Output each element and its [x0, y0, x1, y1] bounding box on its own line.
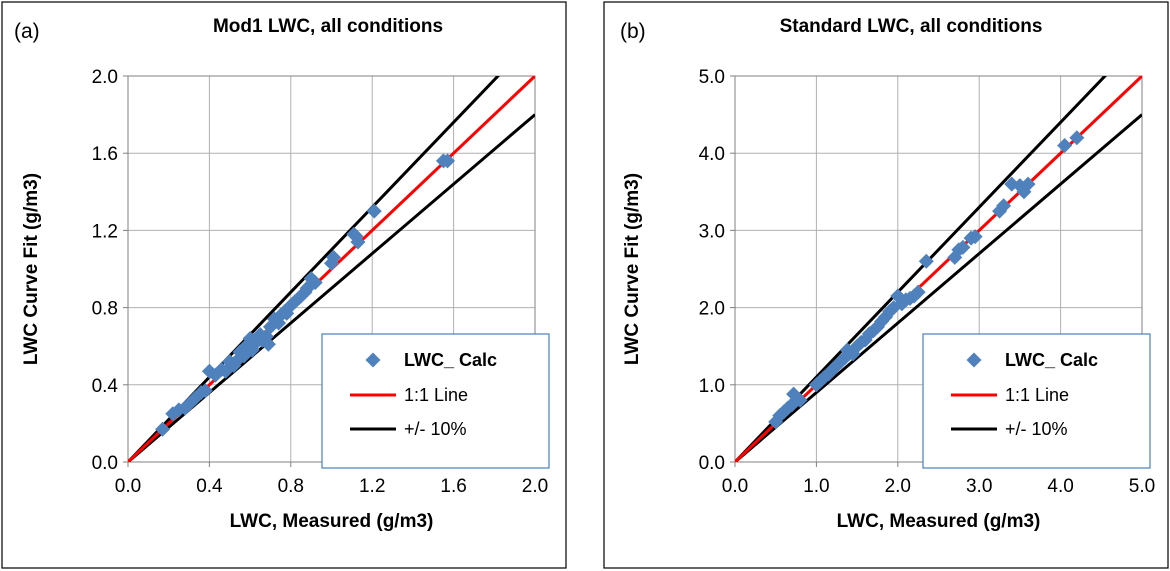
data-point: [307, 275, 323, 291]
y-tick-label: 1.6: [92, 144, 118, 165]
data-point: [439, 153, 455, 169]
y-tick-label: 0.0: [92, 453, 118, 474]
x-tick-label: 1.2: [359, 476, 385, 497]
legend-label: 1:1 Line: [1005, 385, 1069, 405]
data-point: [197, 383, 213, 399]
panel-frame: [1, 1, 567, 569]
panel-label: (b): [620, 20, 646, 43]
panel-label: (a): [14, 20, 40, 43]
legend-box: [321, 333, 550, 469]
y-axis-label: LWC Curve Fit (g/m3): [21, 173, 42, 365]
x-tick-label: 0.8: [278, 476, 304, 497]
data-point: [1069, 130, 1085, 146]
data-point: [996, 198, 1012, 214]
data-point: [366, 203, 382, 219]
y-tick-label: 1.2: [92, 221, 118, 242]
data-point: [260, 336, 276, 352]
chart-panel-b: 0.0 1.0 2.0 3.0 4.0 5.0 0.0 1.0 2.0 3.0 4.0 5.0 (b) S…: [603, 1, 1169, 569]
data-point: [324, 255, 339, 271]
panel-frame: [603, 1, 1169, 569]
x-tick-label: 0.4: [196, 476, 223, 497]
y-tick-label: 0.4: [92, 376, 119, 397]
x-tick-label: 1.0: [803, 476, 829, 497]
y-tick-label: 2.0: [92, 67, 118, 88]
y-tick-label: 4.0: [699, 144, 725, 165]
data-point: [1057, 137, 1073, 153]
x-tick-label: 2.0: [885, 476, 911, 497]
y-axis-label: LWC Curve Fit (g/m3): [622, 173, 643, 365]
x-tick-label: 5.0: [1129, 476, 1155, 497]
x-axis-label: LWC, Measured (g/m3): [837, 511, 1041, 532]
chart-title: Mod1 LWC, all conditions: [213, 16, 443, 37]
plus-10pct-line: [735, 76, 1108, 462]
data-point: [947, 249, 963, 265]
y-tick-label: 5.0: [699, 67, 725, 88]
legend: LWC_ Calc 1:1 Line +/- 10%: [321, 333, 550, 469]
data-point: [350, 234, 366, 250]
legend-label: LWC_ Calc: [404, 350, 497, 370]
data-point: [955, 239, 971, 255]
legend-label: 1:1 Line: [404, 385, 468, 405]
x-tick-label: 4.0: [1047, 476, 1073, 497]
y-tick-label: 0.8: [92, 299, 118, 320]
legend-box: [922, 333, 1151, 469]
x-tick-label: 3.0: [966, 476, 992, 497]
legend-label: +/- 10%: [404, 419, 467, 439]
data-point: [792, 392, 808, 408]
y-tick-label: 2.0: [699, 299, 725, 320]
x-tick-label: 0.0: [115, 476, 141, 497]
legend-label: +/- 10%: [1005, 419, 1068, 439]
data-point: [910, 284, 926, 300]
data-point: [244, 342, 260, 358]
x-axis-label: LWC, Measured (g/m3): [230, 511, 434, 532]
chart-panel-a: 0.0 0.4 0.8 1.2 1.6 2.0 0.0 0.4 0.8 1.2 1.6 2.0 (a) M…: [1, 1, 567, 569]
x-tick-label: 1.6: [440, 476, 466, 497]
x-tick-label: 0.0: [722, 476, 748, 497]
data-point: [1020, 176, 1036, 192]
x-tick-label: 2.0: [522, 476, 548, 497]
y-tick-label: 1.0: [699, 376, 725, 397]
data-point: [918, 253, 934, 269]
legend-label: LWC_ Calc: [1005, 350, 1098, 370]
data-point: [155, 421, 171, 437]
legend-marker-points: [365, 352, 381, 368]
plot-content: [128, 76, 535, 462]
data-point: [326, 249, 342, 265]
legend: LWC_ Calc 1:1 Line +/- 10%: [922, 333, 1151, 469]
data-point: [967, 229, 983, 245]
y-tick-label: 0.0: [699, 453, 725, 474]
chart-title: Standard LWC, all conditions: [780, 16, 1043, 37]
plot-content: [735, 76, 1142, 462]
y-tick-label: 3.0: [699, 221, 725, 242]
legend-marker-points: [966, 352, 982, 368]
